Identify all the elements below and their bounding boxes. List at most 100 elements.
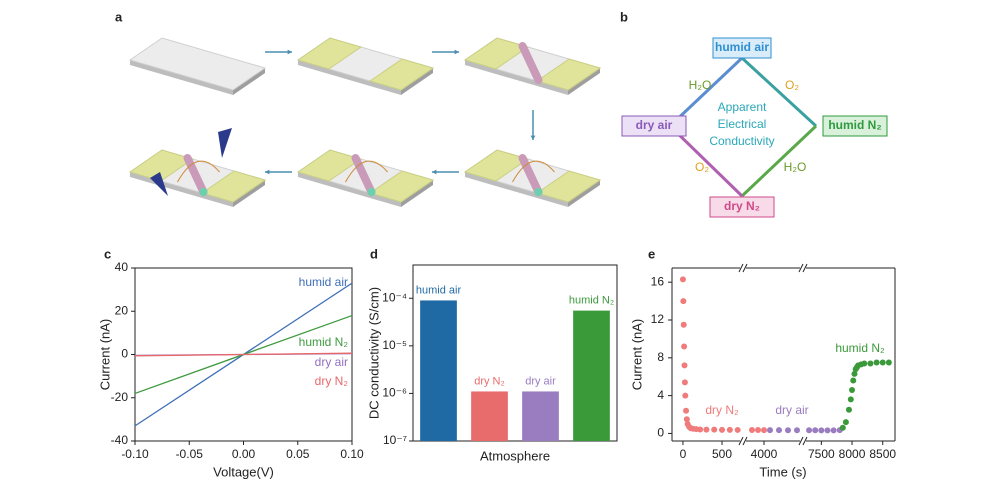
point (697, 426, 704, 433)
axis-break (798, 436, 804, 446)
probe-arc (177, 160, 220, 183)
series-label: dry N₂ (705, 403, 739, 417)
plate-side (568, 180, 600, 207)
point (818, 427, 825, 434)
plate-side (298, 172, 401, 207)
y-tick-label: 20 (115, 303, 129, 317)
edge-label: H₂O (784, 160, 807, 174)
axis-break (802, 436, 808, 446)
x-tick-label: 0 (680, 447, 687, 461)
node-box (621, 115, 687, 137)
plate-side (465, 172, 568, 207)
plate-side (401, 68, 433, 95)
series-label: humid air (299, 275, 348, 289)
center-label: Electrical (718, 117, 767, 131)
y-tick-label: 10⁻⁷ (383, 433, 407, 447)
y-tick-label: 10⁻⁴ (382, 290, 407, 304)
point (683, 407, 690, 414)
electrode (200, 170, 267, 203)
bar-label: humid N₂ (569, 295, 614, 307)
nanowire (351, 154, 376, 196)
x-axis-label: Time (s) (759, 464, 806, 479)
electrode (463, 149, 530, 182)
x-tick-label: -0.05 (176, 447, 204, 461)
point (703, 426, 710, 433)
point (849, 386, 856, 393)
plate-side (298, 60, 401, 95)
x-tick-label: 0.10 (340, 447, 364, 461)
plate-side (130, 60, 233, 95)
point (879, 359, 886, 366)
y-tick-label: 10⁻⁵ (382, 338, 407, 352)
point (847, 396, 854, 403)
y-tick-label: 0 (657, 426, 664, 440)
x-tick-label: 0.00 (232, 447, 256, 461)
y-tick-label: 12 (651, 312, 665, 326)
point (794, 427, 800, 434)
x-tick-label: 4000 (751, 447, 778, 461)
panel-label: e (648, 246, 655, 261)
center-label: Apparent (718, 100, 767, 114)
point (885, 359, 892, 366)
x-tick-label: 500 (712, 447, 732, 461)
bar (522, 391, 559, 441)
x-axis-label: Voltage(V) (213, 464, 274, 479)
point (680, 321, 687, 328)
node-box (712, 37, 772, 59)
schematic (128, 37, 602, 207)
plate-side (568, 68, 600, 95)
point (679, 276, 686, 283)
tip (534, 188, 543, 196)
x-tick-label: 7500 (808, 447, 835, 461)
point (867, 360, 874, 367)
node-label: dry air (636, 118, 673, 132)
point (851, 370, 858, 377)
point (734, 426, 741, 433)
electrode (463, 37, 530, 70)
edge-label: O₂ (695, 160, 709, 174)
point (845, 406, 852, 413)
point (776, 427, 782, 434)
point (785, 427, 791, 434)
y-axis-label: DC conductivity (S/cm) (366, 287, 381, 419)
axis-break (742, 436, 748, 446)
point (812, 427, 819, 434)
edge (740, 124, 818, 198)
axis-break (742, 263, 748, 273)
tip (367, 188, 376, 196)
x-tick-label: 8000 (839, 447, 866, 461)
bar (420, 300, 457, 441)
electrode (535, 58, 602, 91)
point (719, 426, 726, 433)
panel-label: c (104, 246, 111, 261)
axis-break (738, 436, 744, 446)
panel-label: a (115, 9, 123, 24)
point (873, 359, 880, 366)
probe-arc (512, 160, 555, 183)
bar-label: humid air (416, 284, 462, 296)
plate-side (401, 180, 433, 207)
series-label: dry air (315, 355, 348, 369)
y-tick-label: 4 (657, 388, 664, 402)
axis-break (738, 263, 744, 273)
axis-break (798, 263, 804, 273)
point (850, 377, 857, 384)
line (134, 352, 353, 357)
point (683, 416, 690, 423)
edge-label: O₂ (785, 78, 799, 92)
x-tick-label: 0.05 (286, 447, 310, 461)
y-tick-label: 0 (121, 347, 128, 361)
point (761, 427, 767, 434)
electrode (368, 170, 435, 203)
arrow-head (530, 135, 536, 140)
y-tick-label: -40 (111, 433, 129, 447)
x-axis-label: Atmosphere (480, 448, 550, 463)
point (839, 424, 846, 431)
bar (471, 391, 508, 441)
node-box (709, 196, 775, 218)
arrow-head (432, 169, 437, 175)
y-tick-label: 40 (115, 260, 129, 274)
node-label: dry N₂ (724, 199, 760, 213)
series-label: humid N₂ (299, 335, 349, 349)
bar (573, 310, 610, 441)
